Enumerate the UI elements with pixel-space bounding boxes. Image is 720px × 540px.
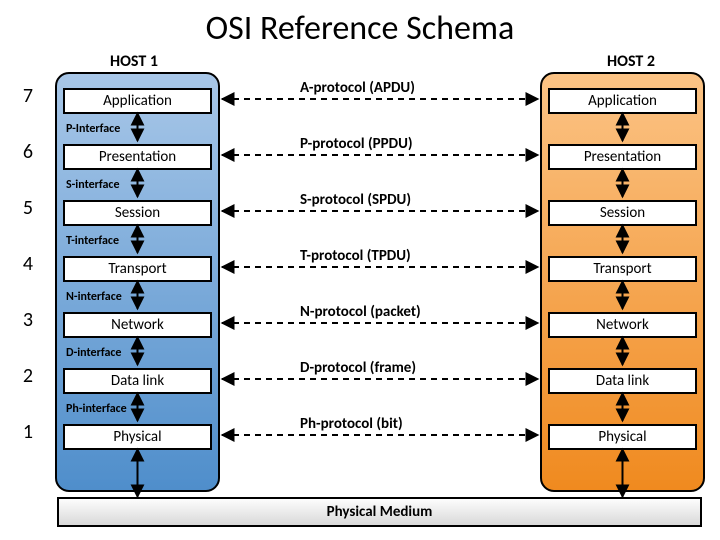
layer-slot: Session (548, 192, 697, 248)
protocol-label: P-protocol (PPDU) (300, 135, 413, 153)
layer-box: Data link (548, 368, 697, 394)
host1-label: HOST 1 (110, 52, 158, 71)
layer-slot: Network D-interface (63, 304, 212, 360)
layer-box: Application (63, 88, 212, 114)
layer-slot: Presentation (548, 136, 697, 192)
layer-box: Physical (548, 424, 697, 450)
interface-label: P-Interface (66, 122, 120, 136)
layer-number: 3 (20, 308, 36, 332)
hosts-row: HOST 1 HOST 2 (0, 52, 720, 71)
interface-label: D-interface (66, 346, 121, 360)
layer-box: Presentation (548, 144, 697, 170)
host2-label: HOST 2 (607, 52, 655, 71)
interface-label: N-interface (66, 290, 122, 304)
layer-number: 7 (20, 84, 36, 108)
protocol-label: S-protocol (SPDU) (300, 191, 411, 209)
physical-medium-box: Physical Medium (57, 497, 702, 527)
layer-slot: Physical (63, 416, 212, 472)
layer-slot: Application (548, 80, 697, 136)
layer-number: 1 (20, 420, 36, 444)
layer-slot: Transport N-interface (63, 248, 212, 304)
host2-stack: Application Presentation Session Transport N… (540, 72, 705, 492)
interface-label: S-interface (66, 178, 119, 192)
layer-slot: Transport (548, 248, 697, 304)
interface-label: T-interface (66, 234, 119, 248)
layer-number: 4 (20, 252, 36, 276)
layer-box: Application (548, 88, 697, 114)
protocol-label: D-protocol (frame) (300, 359, 416, 377)
layer-box: Session (63, 200, 212, 226)
layer-box: Session (548, 200, 697, 226)
layer-number: 2 (20, 364, 36, 388)
layer-slot: Data link (548, 360, 697, 416)
layer-box: Network (63, 312, 212, 338)
layer-box: Physical (63, 424, 212, 450)
host1-stack: Application P-Interface Presentation S-inte… (55, 72, 220, 492)
interface-label: Ph-interface (66, 402, 127, 416)
protocol-label: Ph-protocol (bit) (300, 415, 403, 433)
layer-box: Transport (63, 256, 212, 282)
layer-box: Network (548, 312, 697, 338)
layer-box: Presentation (63, 144, 212, 170)
protocol-label: T-protocol (TPDU) (300, 247, 411, 265)
layer-number: 6 (20, 140, 36, 164)
protocol-label: N-protocol (packet) (300, 303, 421, 321)
layer-slot: Network (548, 304, 697, 360)
layer-slot: Data link Ph-interface (63, 360, 212, 416)
layer-number: 5 (20, 196, 36, 220)
layer-box: Transport (548, 256, 697, 282)
diagram-title: OSI Reference Schema (0, 0, 720, 49)
layer-slot: Physical (548, 416, 697, 472)
layer-slot: Application P-Interface (63, 80, 212, 136)
layer-box: Data link (63, 368, 212, 394)
layer-slot: Session T-interface (63, 192, 212, 248)
protocol-label: A-protocol (APDU) (300, 79, 415, 97)
layer-slot: Presentation S-interface (63, 136, 212, 192)
